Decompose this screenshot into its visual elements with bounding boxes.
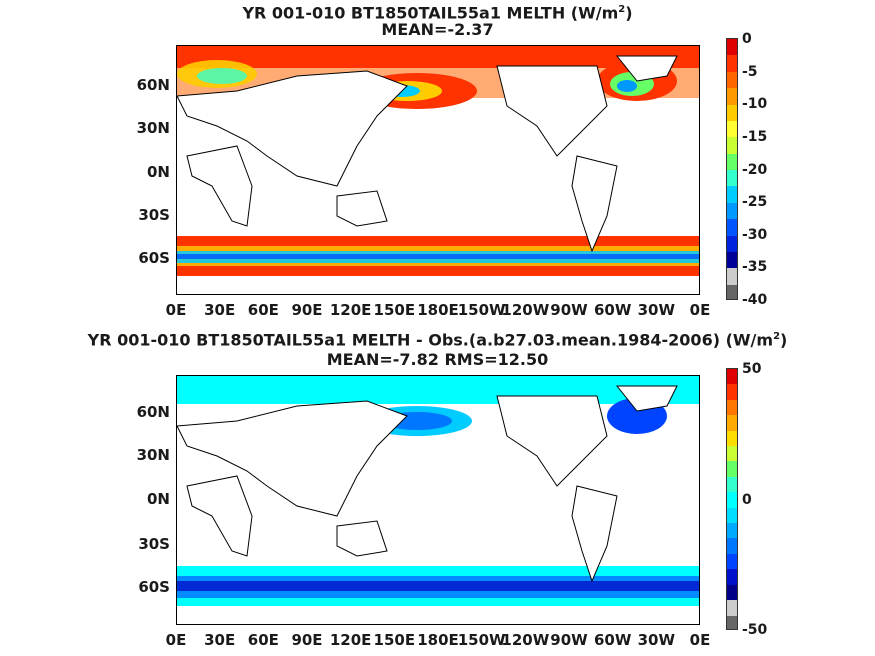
colorbar-tick: -25	[742, 194, 768, 211]
colorbar-tick: -15	[742, 128, 768, 145]
lat-label: 30N	[136, 119, 170, 137]
lon-label: 30W	[637, 301, 676, 319]
lat-label: 60N	[136, 403, 170, 421]
lon-label: 90W	[550, 631, 588, 649]
panel2-colorbar	[726, 368, 738, 630]
lon-label: 30E	[204, 301, 236, 319]
colorbar-tick: -10	[742, 96, 768, 113]
lon-label: 30W	[637, 631, 676, 649]
colorbar-tick: 0	[742, 491, 752, 508]
lon-label: 0E	[165, 301, 187, 319]
continents	[177, 55, 678, 253]
lon-label: 150W	[457, 301, 506, 319]
lon-label: 150E	[373, 301, 416, 319]
lon-label: 120E	[329, 631, 372, 649]
lon-label: 150W	[457, 631, 506, 649]
colorbar-tick: 0	[742, 31, 752, 47]
colorbar-tick: -35	[742, 259, 768, 276]
lon-label: 180E	[417, 631, 459, 649]
lon-label: 0E	[689, 631, 711, 649]
lon-label: 0E	[165, 631, 187, 649]
panel1-title: YR 001-010 BT1850TAIL55a1 MELTH (W/m2)	[242, 3, 633, 23]
continents	[177, 385, 678, 583]
lon-label: 180E	[417, 301, 459, 319]
panel1-mean: MEAN=-2.37	[381, 20, 494, 39]
colorbar-tick: -30	[742, 226, 768, 243]
lat-label: 30N	[136, 446, 170, 464]
lon-label: 90E	[291, 301, 323, 319]
panel1-colorbar	[726, 38, 738, 300]
colorbar-tick: -40	[742, 292, 768, 308]
lon-label: 60E	[247, 631, 279, 649]
lon-label: 90W	[550, 301, 588, 319]
lat-label: 0N	[147, 490, 170, 508]
panel2-mean-rms: MEAN=-7.82 RMS=12.50	[326, 350, 549, 369]
lat-label: 60S	[138, 578, 170, 596]
lon-label: 120W	[501, 301, 550, 319]
lon-label: 60W	[593, 301, 632, 319]
panel2-title: YR 001-010 BT1850TAIL55a1 MELTH - Obs.(a…	[87, 330, 788, 350]
lon-label: 90E	[291, 631, 323, 649]
arctic-melt-band	[177, 46, 699, 68]
panel1-map	[176, 45, 700, 295]
colorbar-tick: -5	[742, 63, 758, 80]
lon-label: 120W	[501, 631, 550, 649]
lon-label: 60E	[247, 301, 279, 319]
colorbar-tick: -50	[742, 622, 768, 638]
arctic-bias-band	[177, 376, 699, 404]
lon-label: 150E	[373, 631, 416, 649]
lon-label: 120E	[329, 301, 372, 319]
lat-label: 60S	[138, 249, 170, 267]
lat-label: 30S	[138, 206, 170, 224]
colorbar-tick: 50	[742, 361, 762, 377]
lon-label: 30E	[204, 631, 236, 649]
lat-label: 0N	[147, 163, 170, 181]
lat-label: 30S	[138, 535, 170, 553]
lon-label: 60W	[593, 631, 632, 649]
lon-label: 0E	[689, 301, 711, 319]
colorbar-tick: -20	[742, 161, 768, 178]
panel2-map	[176, 375, 700, 625]
lat-label: 60N	[136, 76, 170, 94]
